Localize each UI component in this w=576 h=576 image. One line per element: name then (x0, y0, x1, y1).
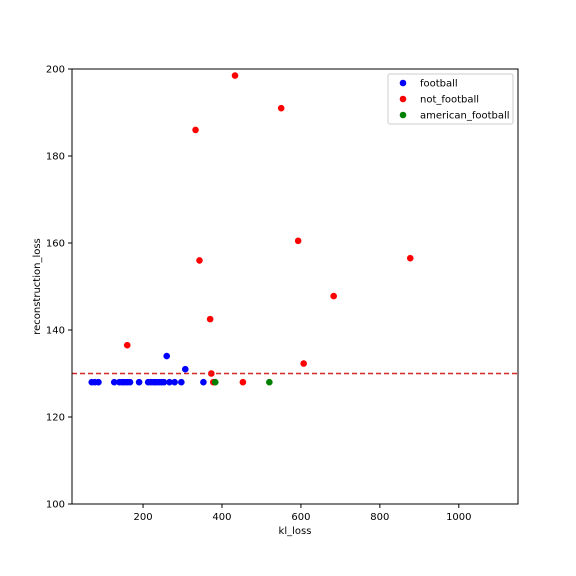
data-point-not_football (123, 341, 131, 349)
data-point-not_football (406, 254, 414, 262)
legend-label-football: football (420, 79, 458, 90)
x-axis-label: kl_loss (279, 526, 312, 537)
y-tick-label: 180 (46, 152, 65, 163)
y-tick-label: 160 (46, 239, 65, 250)
y-tick-label: 100 (46, 500, 65, 511)
data-point-football (160, 378, 168, 386)
y-axis-label: reconstruction_loss (32, 238, 43, 335)
legend-marker-football (399, 79, 407, 87)
y-tick-label: 200 (46, 65, 65, 76)
data-point-not_football (196, 257, 203, 264)
data-point-american_football (211, 378, 219, 386)
data-point-not_football (277, 104, 285, 112)
data-point-not_football (294, 237, 302, 245)
legend-box (387, 73, 514, 125)
data-point-not_football (239, 378, 247, 386)
x-tick-label: 600 (291, 512, 310, 523)
data-point-football (126, 378, 134, 386)
plot-area (72, 72, 518, 386)
data-point-not_football (206, 315, 214, 323)
axes-frame (71, 68, 519, 505)
x-tick-label: 200 (133, 512, 152, 523)
data-point-football (110, 378, 118, 386)
data-point-football (200, 378, 207, 386)
legend-marker-not_football (399, 95, 407, 103)
data-point-not_football (300, 360, 307, 367)
x-tick-label: 1000 (446, 512, 471, 523)
data-point-not_football (231, 72, 239, 79)
legend-label-not_football: not_football (420, 95, 479, 106)
data-point-not_football (192, 126, 199, 134)
legend-marker-american_football (399, 111, 407, 119)
data-point-football (95, 378, 102, 386)
data-point-football (166, 378, 173, 386)
legend: football not_football american_football (387, 73, 514, 125)
data-point-american_football (266, 378, 273, 386)
data-point-football (171, 378, 178, 386)
legend-label-american_football: american_football (420, 111, 510, 122)
data-point-football (178, 378, 185, 386)
data-point-football (163, 352, 171, 360)
y-tick-label: 140 (46, 326, 65, 337)
x-tick-label: 800 (370, 512, 389, 523)
data-point-not_football (330, 292, 337, 300)
data-point-football (135, 378, 143, 386)
x-tick-label: 400 (212, 512, 231, 523)
y-tick-label: 120 (46, 413, 65, 424)
axis-ticks: 200 400 600 800 1000 100 120 140 160 180 200 (46, 65, 472, 524)
data-point-football (181, 365, 189, 373)
